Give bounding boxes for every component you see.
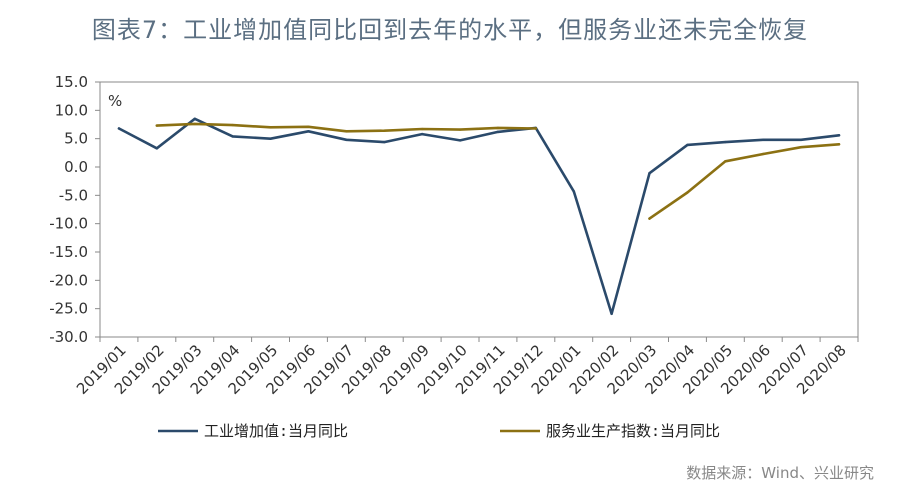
y-tick-label: -15.0 [49, 243, 88, 261]
data-point [724, 160, 727, 163]
data-point [648, 172, 651, 175]
data-point [458, 139, 462, 142]
data-point [799, 145, 803, 149]
data-point [837, 143, 841, 146]
data-point [117, 127, 121, 130]
legend: 工业增加值:当月同比 服务业生产指数:当月同比 [158, 422, 720, 440]
data-point [231, 123, 234, 127]
data-point [496, 126, 500, 130]
data-point [686, 191, 689, 194]
y-tick-label: 5.0 [64, 130, 88, 148]
data-point [610, 312, 613, 315]
data-point [762, 152, 765, 156]
data-point [420, 127, 424, 131]
data-point [307, 125, 310, 128]
data-point [155, 124, 159, 127]
data-point [193, 117, 196, 121]
y-tick-label: -30.0 [49, 328, 88, 346]
data-point [724, 140, 727, 144]
data-point [269, 126, 272, 129]
data-point [345, 138, 348, 141]
data-point [155, 147, 159, 150]
chart-title: 图表7：工业增加值同比回到去年的水平，但服务业还未完全恢复 [91, 16, 809, 44]
data-point [458, 128, 462, 131]
plot-frame [99, 81, 859, 338]
data-point [193, 122, 196, 126]
series-line-1 [117, 117, 841, 316]
legend-label: 工业增加值:当月同比 [204, 422, 348, 440]
unit-label: % [108, 92, 122, 110]
data-point [837, 134, 841, 137]
data-point [572, 190, 575, 193]
data-point [307, 130, 310, 133]
source-note: 数据来源：Wind、兴业研究 [686, 464, 874, 482]
data-point [345, 130, 348, 133]
data-point [383, 140, 386, 144]
data-point [496, 130, 500, 134]
y-tick-label: 10.0 [55, 101, 88, 119]
data-point [269, 137, 272, 140]
y-tick-label: 15.0 [55, 73, 88, 91]
data-point [231, 135, 234, 138]
series-lines [117, 117, 841, 316]
data-point [648, 217, 651, 220]
data-point [383, 129, 386, 132]
y-tick-label: -20.0 [49, 271, 88, 289]
data-point [420, 132, 424, 136]
y-tick-label: -25.0 [49, 300, 88, 318]
y-tick-label: -10.0 [49, 215, 88, 233]
y-tick-label: 0.0 [64, 158, 88, 176]
data-point [799, 138, 803, 141]
data-point [686, 143, 689, 147]
legend-label: 服务业生产指数:当月同比 [546, 422, 720, 440]
data-point [762, 138, 765, 141]
axes: 15.0 10.0 5.0 0.0 -5.0 -10.0 -15.0 -20.0 -25.0 -3… [49, 73, 859, 398]
data-point [534, 127, 538, 130]
y-tick-label: -5.0 [59, 186, 88, 204]
